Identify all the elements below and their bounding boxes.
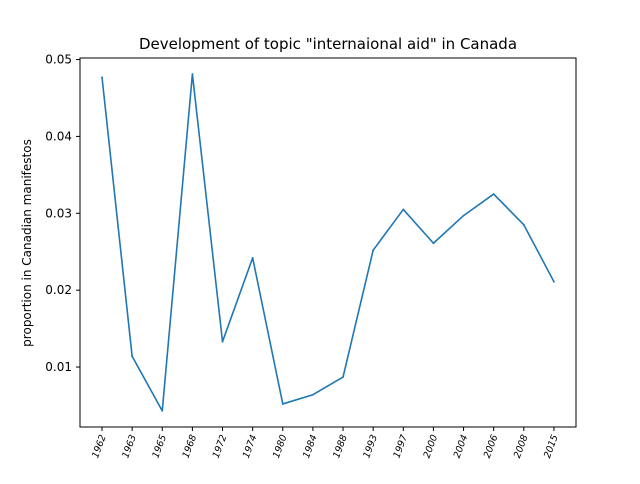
data-point <box>432 242 435 245</box>
y-axis-title: proportion in Canadian manifestos <box>20 139 34 347</box>
data-point <box>372 249 375 252</box>
series-line <box>101 73 555 412</box>
data-point <box>522 223 525 226</box>
data-point <box>462 214 465 217</box>
data-point <box>312 393 314 396</box>
axes-frame <box>79 57 577 428</box>
data-point <box>553 280 555 283</box>
data-point <box>402 208 405 211</box>
chart-title: Development of topic "internaional aid" … <box>139 35 517 53</box>
data-point <box>342 376 344 378</box>
y-tick-label: 0.04 <box>45 129 72 143</box>
data-point <box>191 73 194 76</box>
data-point <box>131 355 134 358</box>
y-tick-label: 0.03 <box>45 206 72 220</box>
data-point <box>251 256 254 259</box>
plot-area <box>101 73 555 412</box>
data-point <box>492 193 495 195</box>
y-tick-label: 0.05 <box>45 53 72 67</box>
y-axis-ticks: 0.01 0.02 0.03 0.04 0.05 <box>45 53 80 374</box>
data-point <box>101 76 103 79</box>
y-tick-label: 0.02 <box>45 283 72 297</box>
data-point <box>281 403 284 405</box>
y-tick-label: 0.01 <box>45 360 72 374</box>
data-point <box>161 409 164 412</box>
data-point <box>221 340 224 343</box>
